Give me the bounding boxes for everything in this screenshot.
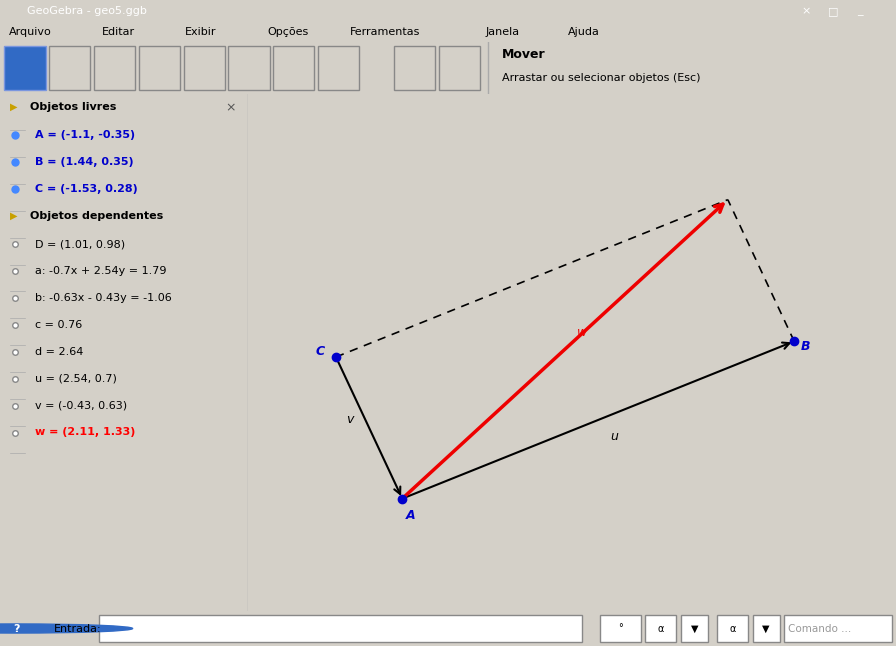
Text: ▼: ▼ xyxy=(691,623,698,634)
Text: Ajuda: Ajuda xyxy=(568,27,600,37)
Text: u: u xyxy=(610,430,618,443)
Text: w = (2.11, 1.33): w = (2.11, 1.33) xyxy=(35,428,135,437)
Text: Comando ...: Comando ... xyxy=(788,623,852,634)
FancyBboxPatch shape xyxy=(94,46,135,90)
FancyBboxPatch shape xyxy=(273,46,314,90)
FancyBboxPatch shape xyxy=(717,615,748,641)
Text: _: _ xyxy=(857,6,863,16)
Text: ▼: ▼ xyxy=(762,623,770,634)
Text: Arquivo: Arquivo xyxy=(9,27,52,37)
FancyBboxPatch shape xyxy=(784,615,892,641)
Text: Objetos livres: Objetos livres xyxy=(30,102,116,112)
Text: α: α xyxy=(658,623,664,634)
Text: B: B xyxy=(800,340,810,353)
Text: ×: × xyxy=(802,6,811,16)
Text: Arrastar ou selecionar objetos (Esc): Arrastar ou selecionar objetos (Esc) xyxy=(502,74,701,83)
Text: a: -0.7x + 2.54y = 1.79: a: -0.7x + 2.54y = 1.79 xyxy=(35,266,167,276)
Text: Janela: Janela xyxy=(486,27,520,37)
FancyBboxPatch shape xyxy=(318,46,359,90)
FancyBboxPatch shape xyxy=(139,46,180,90)
Text: ▶: ▶ xyxy=(10,102,17,112)
Text: u = (2.54, 0.7): u = (2.54, 0.7) xyxy=(35,373,116,384)
Circle shape xyxy=(0,624,133,633)
Text: α: α xyxy=(729,623,736,634)
Text: Ferramentas: Ferramentas xyxy=(349,27,420,37)
Text: Editar: Editar xyxy=(102,27,135,37)
Text: ?: ? xyxy=(13,623,20,634)
Text: C: C xyxy=(316,345,325,358)
Text: D = (1.01, 0.98): D = (1.01, 0.98) xyxy=(35,239,125,249)
FancyBboxPatch shape xyxy=(99,615,582,641)
Text: b: -0.63x - 0.43y = -1.06: b: -0.63x - 0.43y = -1.06 xyxy=(35,293,171,303)
Text: ▶: ▶ xyxy=(10,211,17,221)
Text: d = 2.64: d = 2.64 xyxy=(35,347,83,357)
Text: A: A xyxy=(405,509,415,522)
FancyBboxPatch shape xyxy=(600,615,641,641)
Text: c = 0.76: c = 0.76 xyxy=(35,320,82,330)
FancyBboxPatch shape xyxy=(681,615,708,641)
Text: A = (-1.1, -0.35): A = (-1.1, -0.35) xyxy=(35,130,134,140)
Text: GeoGebra - geo5.ggb: GeoGebra - geo5.ggb xyxy=(27,6,147,16)
Text: □: □ xyxy=(828,6,839,16)
Text: Entrada:: Entrada: xyxy=(54,623,101,634)
Text: v = (-0.43, 0.63): v = (-0.43, 0.63) xyxy=(35,401,127,411)
FancyBboxPatch shape xyxy=(4,46,46,90)
FancyBboxPatch shape xyxy=(49,46,90,90)
Text: Mover: Mover xyxy=(502,48,546,61)
Text: B = (1.44, 0.35): B = (1.44, 0.35) xyxy=(35,157,134,167)
Text: °: ° xyxy=(618,623,623,634)
Text: v: v xyxy=(346,413,353,426)
FancyBboxPatch shape xyxy=(645,615,676,641)
Text: Exibir: Exibir xyxy=(185,27,216,37)
Text: ×: × xyxy=(225,102,236,115)
FancyBboxPatch shape xyxy=(228,46,270,90)
FancyBboxPatch shape xyxy=(394,46,435,90)
FancyBboxPatch shape xyxy=(439,46,480,90)
FancyBboxPatch shape xyxy=(184,46,225,90)
Text: Opções: Opções xyxy=(267,27,308,37)
Text: w: w xyxy=(577,326,588,339)
Text: Objetos dependentes: Objetos dependentes xyxy=(30,211,163,221)
FancyBboxPatch shape xyxy=(753,615,780,641)
Text: C = (-1.53, 0.28): C = (-1.53, 0.28) xyxy=(35,184,137,194)
